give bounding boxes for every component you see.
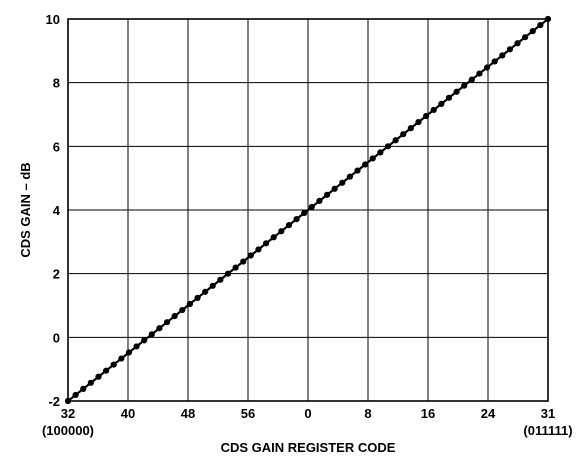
y-axis-ticks: -2 0 2 4 6 8 10 bbox=[46, 12, 61, 409]
series-line bbox=[67, 18, 549, 402]
x-axis-ticks: 32 (100000) 40 48 56 0 8 16 24 31 (011111) bbox=[42, 406, 573, 438]
y-tick-label: 4 bbox=[53, 203, 61, 218]
y-tick-label: 2 bbox=[53, 267, 60, 282]
data-point bbox=[362, 161, 369, 168]
data-point bbox=[529, 28, 536, 35]
data-point bbox=[308, 203, 315, 211]
data-point bbox=[537, 21, 544, 29]
data-point bbox=[369, 155, 376, 162]
data-point bbox=[323, 191, 331, 198]
data-point bbox=[445, 94, 453, 101]
data-point bbox=[301, 209, 308, 217]
data-point bbox=[163, 319, 171, 326]
data-point bbox=[430, 106, 437, 114]
data-point bbox=[255, 246, 262, 253]
data-point bbox=[186, 300, 194, 308]
data-point bbox=[354, 167, 361, 174]
data-point bbox=[438, 100, 445, 107]
data-point bbox=[407, 125, 414, 132]
data-point bbox=[262, 240, 270, 247]
data-point bbox=[110, 361, 117, 368]
data-point bbox=[202, 288, 209, 295]
data-point bbox=[80, 385, 87, 392]
data-point bbox=[141, 337, 148, 344]
data-point bbox=[476, 70, 483, 77]
data-point bbox=[331, 185, 338, 192]
data-point bbox=[544, 15, 552, 23]
x-tick-sublabel: (100000) bbox=[42, 423, 94, 438]
data-point bbox=[194, 294, 201, 302]
data-point bbox=[422, 112, 430, 120]
data-point bbox=[270, 234, 277, 241]
data-point bbox=[483, 64, 491, 71]
data-point bbox=[64, 397, 72, 405]
x-tick-label: 31 bbox=[541, 406, 555, 421]
x-tick-label: 56 bbox=[241, 406, 255, 421]
data-point bbox=[491, 58, 498, 65]
y-tick-label: -2 bbox=[48, 394, 60, 409]
data-point bbox=[133, 343, 140, 350]
data-point bbox=[522, 34, 529, 41]
y-tick-label: 10 bbox=[46, 12, 60, 27]
y-tick-label: 6 bbox=[53, 139, 60, 154]
x-tick-label: 0 bbox=[304, 406, 311, 421]
data-point bbox=[209, 282, 216, 289]
data-point bbox=[384, 143, 392, 150]
data-point bbox=[171, 313, 178, 320]
data-point bbox=[346, 173, 354, 180]
data-point bbox=[468, 76, 475, 83]
data-point bbox=[87, 379, 94, 386]
x-tick-label: 8 bbox=[364, 406, 371, 421]
data-point bbox=[453, 88, 460, 95]
data-point bbox=[95, 373, 102, 380]
data-point bbox=[125, 349, 133, 356]
data-point bbox=[293, 215, 300, 223]
data-point bbox=[72, 391, 79, 399]
y-tick-label: 0 bbox=[53, 330, 60, 345]
x-tick-label: 40 bbox=[121, 406, 135, 421]
data-point bbox=[156, 325, 163, 332]
data-point bbox=[499, 52, 506, 59]
x-axis-title: CDS GAIN REGISTER CODE bbox=[221, 440, 396, 455]
data-point bbox=[148, 331, 155, 338]
data-point bbox=[278, 228, 285, 235]
data-point bbox=[247, 252, 254, 259]
x-tick-label: 16 bbox=[421, 406, 435, 421]
data-point bbox=[392, 137, 399, 144]
data-point bbox=[339, 179, 346, 186]
data-point bbox=[316, 197, 323, 205]
data-point bbox=[240, 258, 247, 265]
x-tick-label: 24 bbox=[481, 406, 496, 421]
x-tick-label: 32 bbox=[61, 406, 75, 421]
data-point bbox=[415, 118, 422, 126]
data-point bbox=[377, 149, 384, 156]
data-point bbox=[400, 131, 407, 138]
data-point bbox=[179, 306, 186, 314]
series-layer bbox=[64, 15, 552, 405]
data-point bbox=[217, 276, 224, 283]
y-axis-title: CDS GAIN – dB bbox=[18, 162, 33, 257]
data-point bbox=[224, 270, 232, 277]
data-point bbox=[102, 367, 110, 374]
data-point bbox=[461, 82, 468, 89]
data-point bbox=[514, 40, 521, 47]
data-point bbox=[506, 46, 514, 53]
data-point bbox=[118, 355, 125, 362]
y-tick-label: 8 bbox=[53, 76, 60, 91]
data-point bbox=[285, 222, 293, 229]
x-tick-label: 48 bbox=[181, 406, 195, 421]
x-tick-sublabel: (011111) bbox=[523, 423, 572, 438]
plot-frame bbox=[67, 18, 549, 402]
grid-lines bbox=[68, 19, 548, 401]
data-point bbox=[232, 264, 239, 271]
